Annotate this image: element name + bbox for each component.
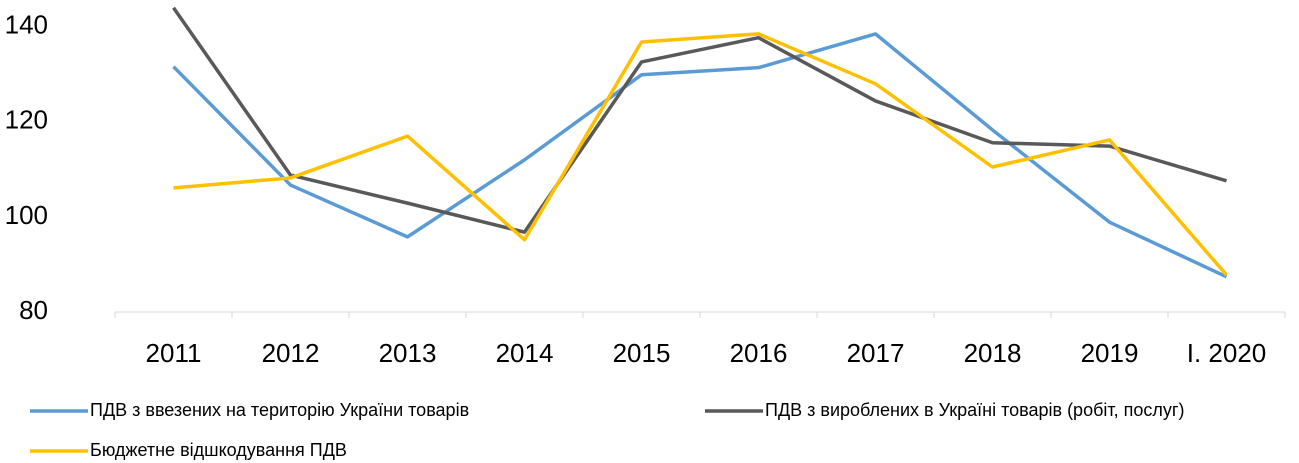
x-tick-label: 2012 xyxy=(262,338,320,368)
y-tick-label: 120 xyxy=(5,105,48,135)
legend-label: Бюджетне відшкодування ПДВ xyxy=(90,440,347,460)
x-tick-label: 2013 xyxy=(379,338,437,368)
y-tick-label: 140 xyxy=(5,10,48,40)
x-tick-label: 2016 xyxy=(730,338,788,368)
series-line xyxy=(172,32,1228,279)
series-line xyxy=(172,6,1227,234)
y-tick-label: 100 xyxy=(5,200,48,230)
x-tick-label: 2017 xyxy=(847,338,905,368)
y-tick-label: 80 xyxy=(19,295,48,325)
legend-label: ПДВ з ввезених на територію України това… xyxy=(90,400,469,420)
x-tick-label: 2014 xyxy=(496,338,554,368)
x-tick-label: I. 2020 xyxy=(1187,338,1267,368)
series-line xyxy=(173,32,1228,277)
legend-label: ПДВ з вироблених в Україні товарів (робі… xyxy=(765,400,1184,420)
x-tick-label: 2019 xyxy=(1081,338,1139,368)
x-tick-label: 2011 xyxy=(146,338,202,368)
x-tick-label: 2018 xyxy=(964,338,1022,368)
x-tick-label: 2015 xyxy=(613,338,671,368)
